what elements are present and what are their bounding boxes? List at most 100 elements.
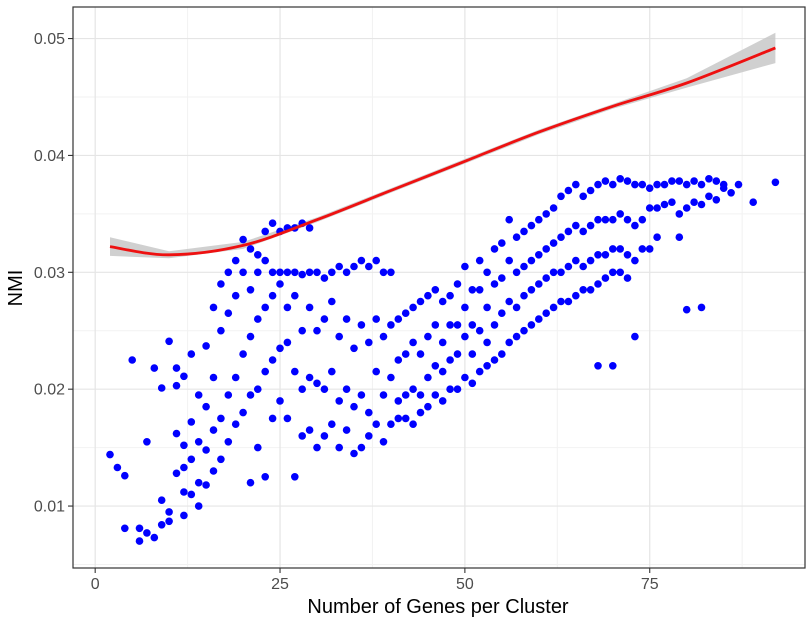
data-point (342, 426, 351, 434)
data-point (675, 177, 684, 185)
data-point (209, 373, 218, 382)
data-point (187, 418, 196, 426)
data-point (616, 245, 624, 253)
axis-ticks (68, 38, 651, 573)
data-point (631, 221, 639, 230)
y-tick-labels: 0.01 0.02 0.03 0.04 0.05 (34, 31, 65, 516)
data-point (283, 268, 292, 277)
data-point (217, 414, 225, 423)
data-point (631, 180, 639, 189)
x-tick-label: 0 (91, 576, 100, 593)
data-point (631, 332, 639, 341)
data-point (409, 338, 417, 347)
plot-panel-border (72, 6, 806, 569)
y-tick-label: 0.02 (34, 382, 65, 399)
data-point (631, 256, 639, 265)
data-point (253, 315, 262, 323)
data-point (468, 379, 477, 388)
data-point (357, 321, 366, 329)
data-point (305, 426, 314, 434)
data-point (453, 350, 462, 358)
data-point (209, 467, 218, 475)
data-point (239, 408, 247, 417)
data-point (542, 210, 550, 218)
data-point (253, 443, 262, 452)
data-point (653, 233, 661, 241)
data-point (512, 303, 521, 312)
data-point (594, 362, 602, 370)
data-point (438, 297, 447, 306)
data-point (187, 490, 196, 499)
data-point (328, 268, 336, 277)
data-point (572, 221, 580, 230)
data-point (483, 268, 491, 277)
data-point (121, 524, 129, 533)
data-point (320, 274, 329, 282)
data-point (749, 198, 757, 206)
data-point (328, 297, 336, 306)
data-point (431, 321, 440, 329)
data-point (401, 309, 410, 318)
data-point (690, 198, 698, 206)
data-point (424, 291, 432, 300)
data-point (365, 338, 373, 347)
data-point (268, 219, 277, 227)
data-point (512, 233, 521, 241)
data-point (490, 321, 499, 329)
data-point (224, 391, 233, 399)
data-point (180, 511, 188, 520)
data-point (165, 517, 173, 526)
data-point (335, 262, 344, 271)
data-point (350, 344, 358, 353)
data-point (609, 268, 617, 277)
data-point (298, 270, 307, 279)
data-point (682, 204, 691, 212)
data-point (239, 350, 247, 358)
data-point (579, 262, 587, 271)
data-point (638, 215, 647, 224)
data-point (283, 414, 292, 423)
data-point (475, 367, 484, 376)
data-point (535, 251, 543, 259)
data-point (475, 326, 484, 335)
data-point (379, 268, 388, 277)
data-point (586, 256, 595, 265)
data-point (401, 391, 410, 399)
data-point (113, 463, 122, 472)
data-point (586, 186, 595, 195)
data-point (431, 286, 440, 294)
data-point (194, 391, 203, 399)
data-point (350, 262, 358, 271)
data-point (446, 385, 454, 394)
data-point (542, 245, 550, 253)
data-point (394, 356, 403, 364)
data-point (682, 305, 691, 314)
data-point (261, 303, 270, 312)
data-point (268, 291, 277, 300)
minor-grid (73, 7, 805, 568)
data-point (601, 215, 610, 224)
data-point (490, 245, 499, 253)
data-point (372, 315, 381, 323)
data-point (446, 321, 454, 329)
data-point (268, 414, 277, 423)
data-point (298, 432, 307, 440)
data-point (276, 268, 284, 277)
data-point (446, 291, 454, 300)
data-point (505, 297, 513, 306)
data-point (387, 420, 395, 429)
data-point (668, 198, 676, 206)
data-point (475, 286, 484, 294)
data-point (387, 373, 395, 382)
data-point (616, 268, 624, 277)
data-point (645, 204, 654, 212)
data-point (682, 180, 691, 189)
data-point (505, 215, 513, 224)
data-point (557, 233, 565, 241)
data-point (394, 414, 403, 423)
data-point (365, 432, 373, 440)
data-point (202, 446, 210, 454)
data-point (542, 309, 550, 318)
data-point (453, 280, 462, 288)
